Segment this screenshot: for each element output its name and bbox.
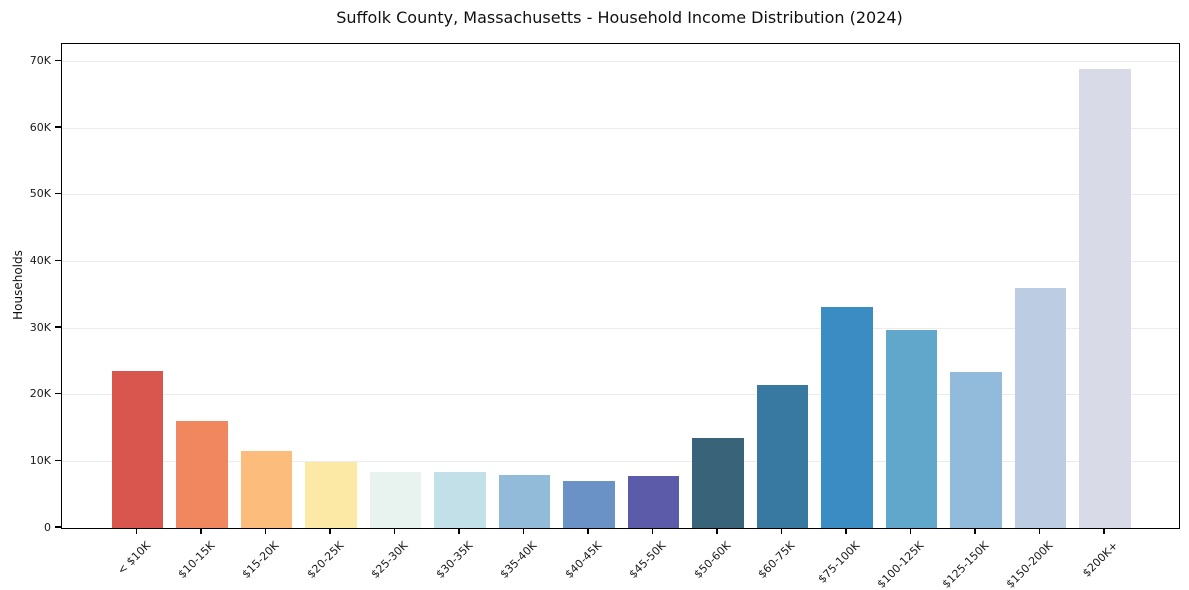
gridline — [62, 460, 1179, 462]
bar-10k — [111, 370, 164, 528]
bar-3540k — [498, 475, 551, 528]
y-tick-mark — [55, 192, 61, 195]
x-tick-label: $150-200K — [1003, 539, 1056, 590]
x-tick-label: $45-50K — [626, 539, 669, 581]
y-tick-label: 40K — [29, 253, 51, 267]
bar-2025k — [305, 462, 357, 528]
bar-5060k — [692, 437, 744, 528]
gridline — [62, 60, 1179, 62]
bar-2530k — [369, 472, 422, 528]
x-tick-label: $15-20K — [239, 539, 282, 581]
x-tick-label: < $10K — [114, 539, 153, 578]
x-tick-mark — [135, 528, 138, 534]
y-tick-mark — [55, 259, 61, 262]
y-tick-mark — [55, 392, 61, 395]
y-tick-mark — [55, 126, 61, 128]
x-tick-mark — [522, 528, 525, 534]
gridline — [62, 327, 1179, 329]
x-tick-label: $75-100K — [815, 539, 863, 586]
x-tick-label: $25-30K — [368, 539, 411, 581]
y-tick-label: 20K — [29, 387, 51, 401]
x-tick-mark — [393, 528, 396, 534]
y-tick-mark — [55, 526, 61, 528]
x-tick-mark — [909, 528, 912, 534]
bar-1015k — [176, 420, 228, 528]
y-tick-label: 0 — [44, 520, 51, 534]
x-tick-mark — [651, 528, 654, 534]
x-tick-mark — [264, 528, 267, 534]
x-tick-label: $35-40K — [497, 539, 540, 581]
y-tick-label: 50K — [29, 187, 51, 201]
gridline — [62, 394, 1179, 396]
bar-200k — [1079, 69, 1131, 528]
gridline — [62, 127, 1179, 129]
x-tick-mark — [329, 528, 331, 534]
x-tick-mark — [200, 528, 202, 534]
x-tick-label: $100-125K — [874, 539, 927, 590]
x-tick-label: $50-60K — [691, 539, 734, 581]
y-tick-mark — [55, 59, 61, 62]
gridline — [62, 260, 1179, 262]
x-tick-label: $30-35K — [433, 539, 476, 581]
plot-area — [61, 43, 1180, 529]
y-tick-mark — [55, 459, 61, 462]
bar-100125k — [885, 329, 938, 528]
chart-title: Suffolk County, Massachusetts - Househol… — [336, 8, 903, 27]
x-tick-mark — [845, 528, 847, 534]
bar-1520k — [240, 451, 293, 528]
y-tick-label: 70K — [29, 53, 51, 67]
x-tick-mark — [716, 528, 718, 534]
x-tick-label: $10-15K — [175, 539, 218, 581]
bar-75100k — [821, 306, 873, 528]
y-tick-label: 60K — [29, 120, 51, 134]
x-tick-label: $125-150K — [939, 539, 992, 590]
y-tick-label: 10K — [29, 453, 51, 467]
gridline — [62, 194, 1179, 196]
bar-125150k — [950, 371, 1002, 528]
bar-3035k — [434, 472, 486, 528]
y-axis-label: Households — [11, 250, 25, 320]
x-tick-mark — [974, 528, 976, 534]
x-tick-label: $40-45K — [562, 539, 605, 581]
y-tick-label: 30K — [29, 320, 51, 334]
x-tick-mark — [458, 528, 460, 534]
x-tick-mark — [1103, 528, 1105, 534]
bar-4550k — [627, 476, 680, 528]
y-tick-mark — [55, 326, 61, 328]
bar-4045k — [563, 480, 615, 528]
bar-150200k — [1014, 287, 1067, 528]
x-tick-mark — [1038, 528, 1041, 534]
bar-6075k — [756, 385, 809, 528]
x-tick-label: $60-75K — [755, 539, 798, 581]
x-tick-label: $200K+ — [1079, 539, 1121, 580]
x-tick-mark — [780, 528, 783, 534]
x-tick-mark — [587, 528, 589, 534]
x-tick-label: $20-25K — [304, 539, 347, 581]
